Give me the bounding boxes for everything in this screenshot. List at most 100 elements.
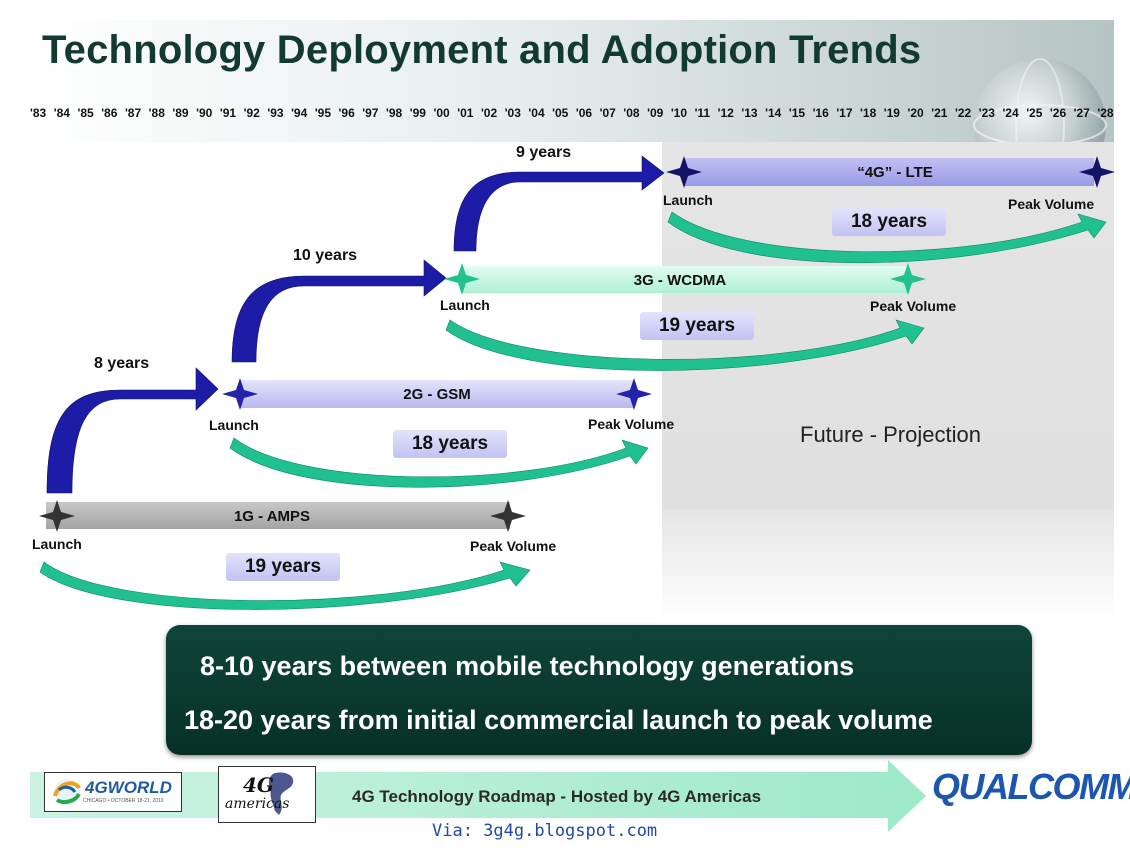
timeline-year: '20 bbox=[907, 106, 924, 120]
bar-1g bbox=[46, 502, 510, 529]
timeline-year: '92 bbox=[243, 106, 260, 120]
timeline-year: '15 bbox=[788, 106, 806, 120]
star-2g-peak bbox=[616, 378, 652, 410]
timeline-year: '10 bbox=[670, 106, 688, 120]
summary-line-1: 8-10 years between mobile technology gen… bbox=[200, 651, 855, 681]
star-1g-launch bbox=[39, 500, 75, 532]
peak-label-3g: Peak Volume bbox=[870, 298, 957, 314]
timeline-year: '90 bbox=[196, 106, 213, 120]
timeline-year: '86 bbox=[101, 106, 118, 120]
4g-americas-logo: 4G americas bbox=[218, 766, 316, 823]
star-3g-peak bbox=[890, 263, 926, 295]
future-projection-label: Future - Projection bbox=[800, 422, 981, 447]
timeline-year: '85 bbox=[77, 106, 94, 120]
timeline-year: '83 bbox=[30, 106, 47, 120]
bar-label-3g: 3G - WCDMA bbox=[633, 272, 727, 289]
timeline-year: '22 bbox=[954, 106, 972, 120]
star-markers bbox=[39, 156, 1115, 532]
launch-label-1g: Launch bbox=[32, 536, 82, 552]
timeline-year: '99 bbox=[409, 106, 426, 120]
star-1g-peak bbox=[490, 500, 526, 532]
launch-label-4g: Launch bbox=[663, 192, 713, 208]
4gworld-swirl-icon bbox=[53, 779, 81, 805]
launch-label-3g: Launch bbox=[440, 297, 490, 313]
bar-label-1g: 1G - AMPS bbox=[233, 508, 311, 525]
4g-americas-logo-top: 4G bbox=[243, 773, 274, 797]
timeline-year: '25 bbox=[1026, 106, 1043, 120]
timeline-year: '27 bbox=[1073, 106, 1090, 120]
qualcomm-logo-text: QUALCOMM bbox=[932, 766, 1130, 807]
gap-label-1g-2g: 8 years bbox=[94, 355, 150, 372]
timeline-year: '19 bbox=[883, 106, 900, 120]
page-title: Technology Deployment and Adoption Trend… bbox=[42, 28, 922, 72]
timeline-year: '94 bbox=[291, 106, 308, 120]
timeline-year: '89 bbox=[172, 106, 189, 120]
4gworld-logo-text: 4GWORLD bbox=[85, 778, 172, 797]
timeline-years: '83 '84 '85 '86 '87 '88 '89 '90 '91 '92 '93 '94 '95 '… bbox=[30, 106, 1114, 120]
timeline-year: '13 bbox=[741, 106, 758, 120]
timeline-year: '88 bbox=[148, 106, 165, 120]
qualcomm-logo: QUALCOMM® bbox=[932, 766, 1130, 808]
timeline-year: '09 bbox=[647, 106, 664, 120]
timeline-year: '21 bbox=[931, 106, 948, 120]
summary-box: 8-10 years between mobile technology gen… bbox=[166, 625, 1032, 755]
timeline-year: '05 bbox=[552, 106, 569, 120]
timeline-year: '17 bbox=[836, 106, 853, 120]
peak-label-1g: Peak Volume bbox=[470, 538, 557, 554]
star-3g-launch bbox=[444, 263, 480, 295]
gap-label-3g-4g: 9 years bbox=[516, 144, 572, 161]
timeline-year: '16 bbox=[812, 106, 829, 120]
timeline-year: '07 bbox=[599, 106, 616, 120]
summary-line-2: 18-20 years from initial commercial laun… bbox=[184, 705, 933, 735]
timeline-year: '97 bbox=[362, 106, 379, 120]
star-4g-launch bbox=[666, 156, 702, 188]
timeline-year: '84 bbox=[53, 106, 70, 120]
timeline-year: '87 bbox=[124, 106, 142, 120]
timeline-year: '96 bbox=[338, 106, 355, 120]
bar-3g bbox=[462, 266, 910, 293]
bar-4g bbox=[684, 158, 1094, 186]
timeline-year: '04 bbox=[528, 106, 545, 120]
bar-2g bbox=[240, 380, 634, 408]
bar-label-4g: “4G” - LTE bbox=[857, 164, 933, 181]
launch-arrows bbox=[46, 155, 665, 494]
4gworld-logo-subtext: CHICAGO • OCTOBER 18-21, 2010 bbox=[83, 798, 164, 804]
duration-pill-4g: 18 years bbox=[832, 208, 946, 236]
footer-caption: 4G Technology Roadmap - Hosted by 4G Ame… bbox=[352, 787, 762, 806]
timeline-year: '91 bbox=[219, 106, 237, 120]
timeline-year: '98 bbox=[386, 106, 403, 120]
star-4g-peak bbox=[1079, 156, 1115, 188]
timeline-year: '24 bbox=[1002, 106, 1019, 120]
peak-label-4g: Peak Volume bbox=[1008, 196, 1095, 212]
timeline-year: '26 bbox=[1049, 106, 1067, 120]
adoption-arrows bbox=[39, 211, 1107, 610]
timeline-year: '93 bbox=[267, 106, 284, 120]
star-2g-launch bbox=[222, 378, 258, 410]
via-credit: Via: 3g4g.blogspot.com bbox=[432, 821, 658, 841]
4gworld-logo: 4GWORLD CHICAGO • OCTOBER 18-21, 2010 bbox=[44, 772, 182, 812]
launch-label-2g: Launch bbox=[209, 417, 259, 433]
timeline-year: '28 bbox=[1097, 106, 1114, 120]
header-band bbox=[30, 20, 1114, 142]
timeline-year: '03 bbox=[504, 106, 521, 120]
americas-map-icon bbox=[268, 772, 294, 815]
timeline-year: '18 bbox=[860, 106, 877, 120]
gap-label-2g-3g: 10 years bbox=[293, 247, 358, 264]
timeline-year: '12 bbox=[717, 106, 734, 120]
duration-pill-1g: 19 years bbox=[226, 553, 340, 581]
timeline-year: '14 bbox=[765, 106, 782, 120]
timeline-year: '00 bbox=[433, 106, 450, 120]
timeline-year: '23 bbox=[978, 106, 995, 120]
timeline-year: '06 bbox=[575, 106, 593, 120]
timeline-year: '08 bbox=[623, 106, 640, 120]
peak-label-2g: Peak Volume bbox=[588, 416, 675, 432]
timeline-year: '11 bbox=[694, 106, 711, 120]
bar-label-2g: 2G - GSM bbox=[403, 386, 471, 403]
duration-pill-2g: 18 years bbox=[393, 430, 507, 458]
duration-pill-3g: 19 years bbox=[640, 312, 754, 340]
timeline-year: '02 bbox=[480, 106, 498, 120]
timeline-year: '01 bbox=[457, 106, 474, 120]
4g-americas-logo-bottom: americas bbox=[225, 796, 290, 812]
